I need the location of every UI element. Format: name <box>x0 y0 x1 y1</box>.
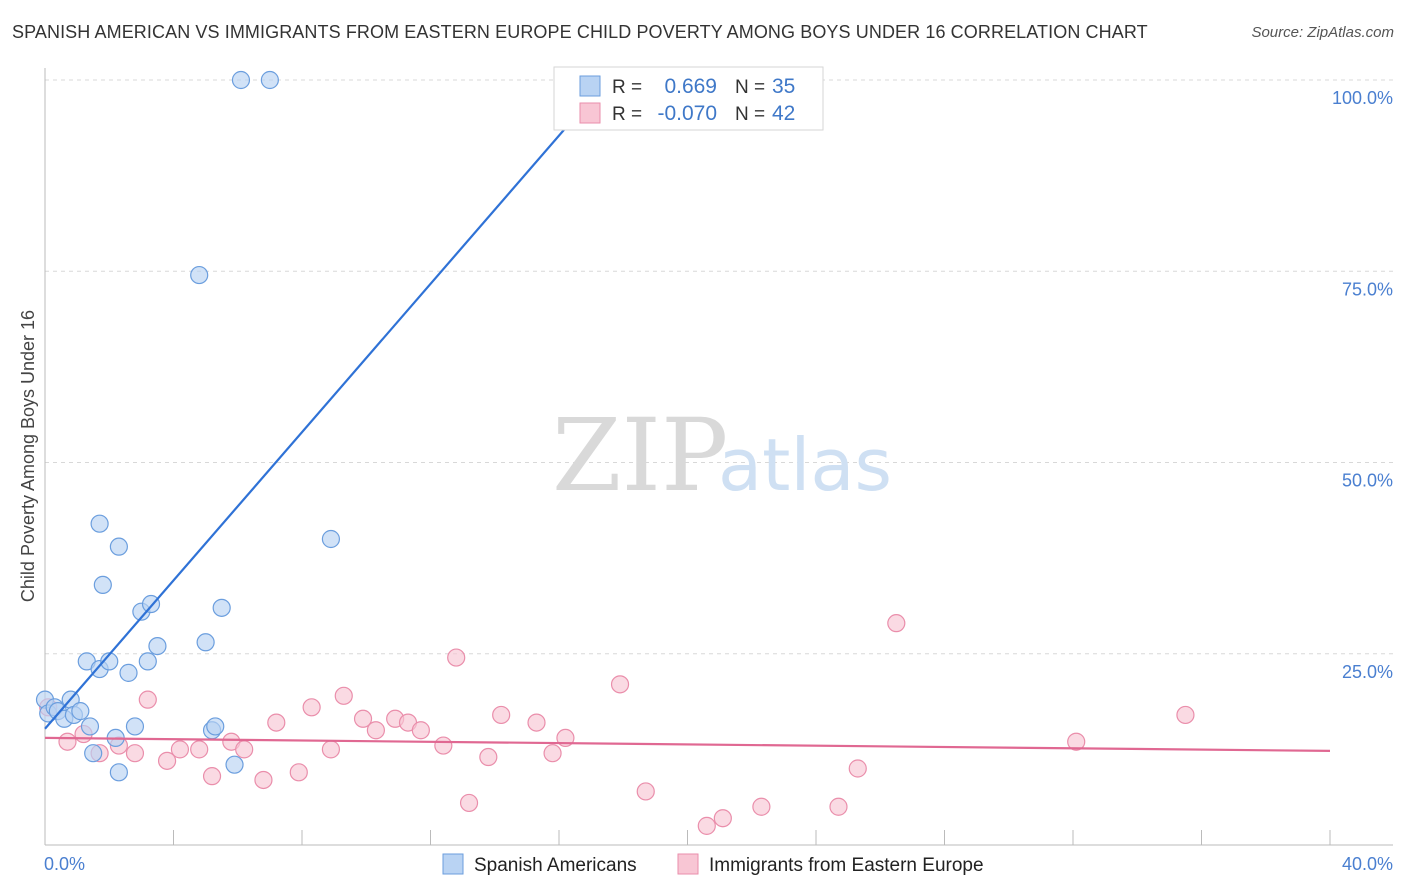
spanish-americans-point-12 <box>90 514 109 533</box>
eastern-europe-point-1 <box>58 732 77 751</box>
spanish-americans-point-21 <box>138 652 157 671</box>
trend-lines <box>44 79 1331 753</box>
y-tick-label-0: 25.0% <box>1342 662 1393 682</box>
spanish-americans-point-23 <box>148 636 167 656</box>
eastern-europe-point-32 <box>610 675 630 694</box>
chart-title: SPANISH AMERICAN VS IMMIGRANTS FROM EAST… <box>12 22 1148 42</box>
eastern-europe-point-33 <box>636 782 655 801</box>
eastern-europe-point-26 <box>459 793 479 813</box>
eastern-europe-point-23 <box>411 721 430 740</box>
eastern-europe-point-19 <box>353 709 373 728</box>
spanish-americans-point-25 <box>196 633 215 652</box>
y-axis-label: Child Poverty Among Boys Under 16 <box>18 310 38 602</box>
legend-n-value-pink: 42 <box>772 102 795 125</box>
y-tick-label-3: 100.0% <box>1332 88 1393 108</box>
spanish-americans-point-31 <box>260 70 279 90</box>
eastern-europe-point-37 <box>829 797 848 816</box>
eastern-europe-point-40 <box>1067 732 1086 751</box>
eastern-europe-point-39 <box>887 614 906 633</box>
legend-label-spanish-americans: Spanish Americans <box>474 855 637 876</box>
x-tick-max: 40.0% <box>1342 854 1393 874</box>
legend-n-label-pink: N = <box>735 104 765 125</box>
trend-line-spanish-americans <box>44 79 609 730</box>
eastern-europe-point-25 <box>447 648 466 667</box>
eastern-europe-point-8 <box>170 740 190 759</box>
eastern-europe-point-12 <box>235 740 254 759</box>
spanish-americans-point-19 <box>125 717 145 736</box>
legend-r-value-pink: -0.070 <box>657 102 717 125</box>
eastern-europe-point-30 <box>543 744 562 763</box>
legend-r-label-pink: R = <box>612 104 642 125</box>
legend-swatch-blue <box>579 75 601 97</box>
grid-lines <box>45 79 1393 655</box>
eastern-europe-point-34 <box>697 816 716 835</box>
eastern-europe-point-9 <box>190 740 209 759</box>
stats-legend: R = 0.669 N = 35 R = -0.070 N = 42 <box>553 66 824 131</box>
source-label: Source: ZipAtlas.com <box>1251 24 1394 41</box>
y-tick-labels: 25.0% 50.0% 75.0% 100.0% <box>1332 88 1393 682</box>
x-tick-min: 0.0% <box>44 854 85 874</box>
eastern-europe-point-20 <box>366 721 385 740</box>
eastern-europe-point-27 <box>479 747 498 767</box>
spanish-americans-point-14 <box>100 652 119 671</box>
legend-n-label-blue: N = <box>735 77 765 98</box>
spanish-americans-point-29 <box>225 755 244 774</box>
eastern-europe-point-41 <box>1176 705 1195 725</box>
eastern-europe-point-15 <box>289 763 308 782</box>
eastern-europe-point-7 <box>157 751 177 770</box>
spanish-americans-point-13 <box>93 575 112 595</box>
eastern-europe-point-17 <box>321 740 341 759</box>
legend-swatch-pink <box>579 102 601 124</box>
eastern-europe-point-14 <box>267 713 286 732</box>
eastern-europe-point-38 <box>848 759 867 778</box>
trend-line-eastern-europe <box>44 736 1331 753</box>
spanish-americans-point-30 <box>231 70 251 90</box>
spanish-americans-point-32 <box>321 529 341 549</box>
series-legend: Spanish Americans Immigrants from Easter… <box>442 853 984 876</box>
legend-swatch-spanish-americans <box>442 853 464 875</box>
eastern-europe-point-10 <box>202 767 222 786</box>
eastern-europe-point-5 <box>125 744 145 763</box>
spanish-americans-point-7 <box>71 702 90 721</box>
eastern-europe-point-6 <box>138 690 157 709</box>
spanish-americans-point-24 <box>190 265 209 285</box>
series-spanish-americans-points <box>35 70 617 782</box>
spanish-americans-point-22 <box>141 594 161 614</box>
spanish-americans-point-17 <box>109 537 128 556</box>
eastern-europe-point-13 <box>254 770 273 790</box>
eastern-europe-point-28 <box>492 705 511 725</box>
legend-label-eastern-europe: Immigrants from Eastern Europe <box>709 855 984 876</box>
watermark-atlas: atlas <box>718 423 892 507</box>
legend-n-value-blue: 35 <box>772 75 795 98</box>
legend-r-label-blue: R = <box>612 77 642 98</box>
legend-swatch-eastern-europe <box>677 853 699 875</box>
eastern-europe-point-24 <box>434 736 453 755</box>
spanish-americans-point-16 <box>109 763 128 782</box>
eastern-europe-point-16 <box>302 698 321 717</box>
legend-r-value-blue: 0.669 <box>664 75 717 98</box>
spanish-americans-point-10 <box>84 744 103 763</box>
eastern-europe-point-35 <box>713 809 732 828</box>
spanish-americans-point-28 <box>212 598 231 617</box>
y-tick-label-1: 50.0% <box>1342 471 1393 491</box>
spanish-americans-point-18 <box>119 663 138 682</box>
spanish-americans-point-9 <box>80 717 100 736</box>
eastern-europe-point-36 <box>752 797 771 816</box>
watermark-zip: ZIP <box>552 397 728 514</box>
eastern-europe-point-18 <box>334 686 353 705</box>
eastern-europe-point-29 <box>527 713 546 732</box>
spanish-americans-point-27 <box>206 717 225 736</box>
y-tick-label-2: 75.0% <box>1342 279 1393 299</box>
